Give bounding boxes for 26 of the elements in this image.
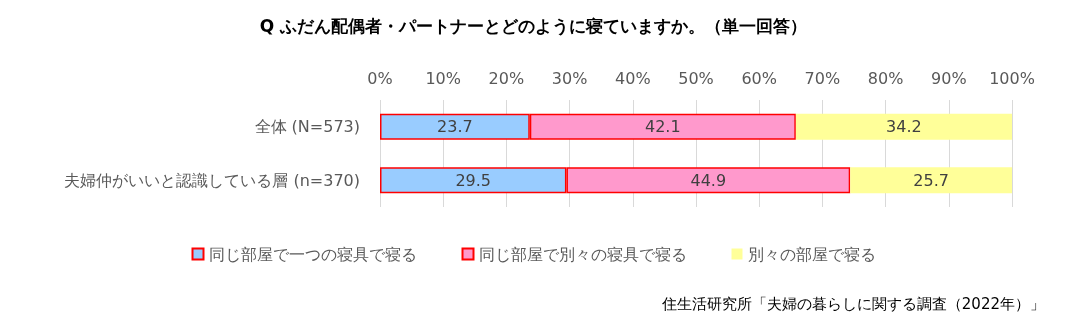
legend-label: 同じ部屋で別々の寝具で寝る: [478, 244, 687, 264]
data-label: 29.5: [455, 170, 492, 190]
x-tick-label: 50%: [678, 68, 714, 88]
x-tick-label: 40%: [615, 68, 651, 88]
legend-label: 別々の部屋で寝る: [747, 244, 876, 264]
data-label: 44.9: [690, 170, 727, 190]
x-tick-label: 60%: [741, 68, 777, 88]
bar: [795, 113, 1012, 140]
data-label: 25.7: [913, 170, 949, 190]
x-tick-label: 90%: [931, 68, 967, 88]
x-tick-label: 80%: [867, 68, 904, 88]
x-tick-label: 30%: [551, 68, 588, 88]
data-label: 34.2: [886, 117, 922, 137]
y-tick-label: 全体 (N=573): [254, 117, 360, 137]
bar: [850, 167, 1012, 194]
x-tick-label: 0%: [367, 68, 393, 88]
x-tick-label: 20%: [488, 68, 525, 88]
x-tick-label: 10%: [425, 68, 461, 88]
data-label: 23.7: [437, 117, 473, 137]
y-tick-label: 夫婦仲がいいと認識している層 (n=370): [64, 170, 360, 190]
x-tick-label: 70%: [804, 68, 841, 88]
legend-label: 同じ部屋で一つの寝具で寝る: [208, 244, 417, 264]
data-label: 42.1: [645, 117, 681, 137]
text: 住生活研究所「夫婦の暮らしに関する調査（2022年）」: [660, 294, 1046, 313]
x-tick-label: 100%: [989, 68, 1035, 88]
chart-title: Q ふだん配偶者・パートナーとどのように寝ていますか。（単一回答）: [259, 15, 808, 36]
